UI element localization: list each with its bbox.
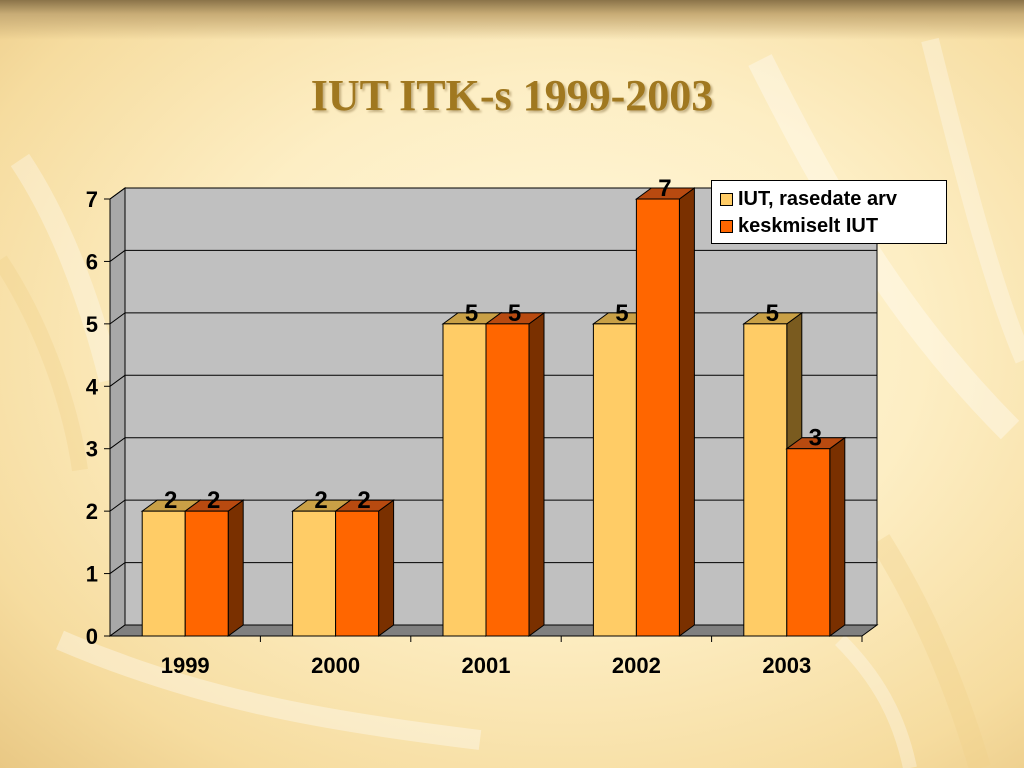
bar-1-2003 <box>743 323 788 637</box>
x-tick-label: 2001 <box>462 653 511 678</box>
bar-1-2002 <box>592 323 637 637</box>
bar-side <box>227 499 244 637</box>
slide-title: IUT ITK-s 1999-2003 <box>310 71 714 120</box>
bar-1-2000 <box>292 510 337 637</box>
legend-swatch-series-1 <box>720 193 733 206</box>
data-label: 2 <box>314 487 327 514</box>
bar-2-2000 <box>335 510 380 637</box>
legend-label-series-2: keskmiselt IUT <box>738 215 879 237</box>
y-tick-label: 3 <box>86 437 98 462</box>
gridline <box>109 249 877 262</box>
bar-side <box>378 499 395 637</box>
bar-1-1999 <box>141 510 186 637</box>
top-band <box>0 0 1024 40</box>
data-label: 5 <box>615 300 628 327</box>
y-tick-label: 6 <box>86 249 98 274</box>
bar-side <box>678 187 695 637</box>
bar-side <box>528 311 545 637</box>
data-label: 2 <box>357 487 370 514</box>
bar-2-1999 <box>184 510 229 637</box>
y-tick-label: 2 <box>86 499 98 524</box>
legend-label-series-1: IUT, rasedate arv <box>738 188 897 210</box>
data-label: 2 <box>164 487 177 514</box>
data-label: 3 <box>809 425 822 452</box>
x-tick-label: 2000 <box>311 653 360 678</box>
legend-item-series-1: IUT, rasedate arv <box>720 186 946 213</box>
x-tick-label: 2002 <box>612 653 661 678</box>
bar-2-2001 <box>485 323 530 637</box>
data-label: 5 <box>508 300 521 327</box>
x-tick-label: 2003 <box>762 653 811 678</box>
bar-2-2003 <box>786 448 831 637</box>
bar-1-2001 <box>442 323 487 637</box>
y-tick-label: 0 <box>86 624 98 649</box>
bar-side <box>829 436 846 637</box>
data-label: 5 <box>766 300 779 327</box>
y-tick-label: 4 <box>86 374 99 399</box>
y-tick-label: 5 <box>86 312 98 337</box>
bar-2-2002 <box>635 198 680 637</box>
legend-item-series-2: keskmiselt IUT <box>720 213 946 240</box>
data-label: 7 <box>658 175 671 202</box>
data-label: 2 <box>207 487 220 514</box>
plot-side-wall <box>109 187 126 637</box>
legend-swatch-series-2 <box>720 220 733 233</box>
data-label: 5 <box>465 300 478 327</box>
y-tick-label: 1 <box>86 562 98 587</box>
gridline <box>109 187 877 200</box>
y-tick-label: 7 <box>86 187 98 212</box>
x-tick-label: 1999 <box>161 653 210 678</box>
chart-legend: IUT, rasedate arv keskmiselt IUT <box>711 180 947 244</box>
